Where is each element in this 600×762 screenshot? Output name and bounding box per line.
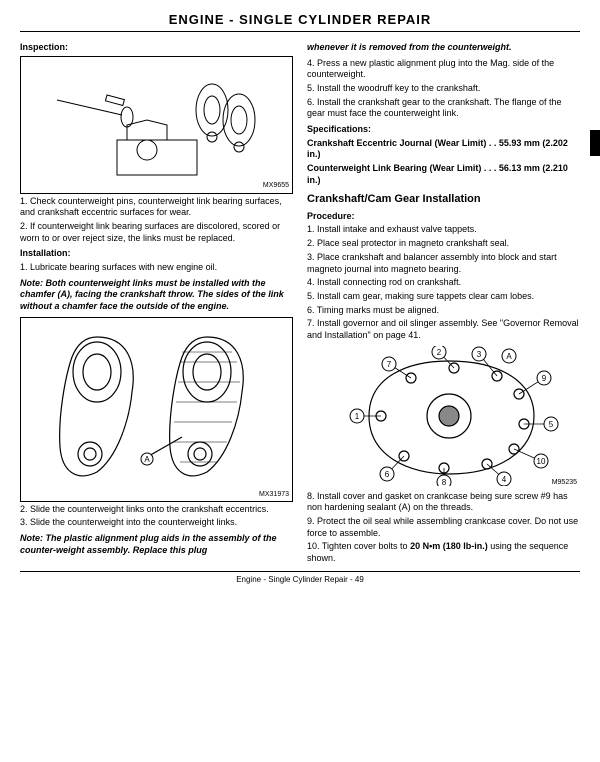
page-title: ENGINE - SINGLE CYLINDER REPAIR <box>20 12 580 29</box>
procedure-step-6: 6. Timing marks must be aligned. <box>307 305 580 317</box>
procedure-heading: Procedure: <box>307 211 580 223</box>
svg-text:A: A <box>144 455 150 464</box>
procedure-step-5: 5. Install cam gear, making sure tappets… <box>307 291 580 303</box>
crankshaft-illustration <box>47 65 267 185</box>
procedure-step-9: 9. Protect the oil seal while assembling… <box>307 516 580 539</box>
svg-text:5: 5 <box>548 420 553 429</box>
install-step-2: 2. Slide the counterweight links onto th… <box>20 504 293 516</box>
svg-text:2: 2 <box>436 348 441 357</box>
right-column: whenever it is removed from the counterw… <box>307 38 580 567</box>
left-column: Inspection: <box>20 38 293 567</box>
figure2-label: MX31973 <box>259 490 289 499</box>
spec-eccentric-journal: Crankshaft Eccentric Journal (Wear Limit… <box>307 138 580 161</box>
svg-text:4: 4 <box>501 475 506 484</box>
figure-bolt-sequence: 1 7 2 3 A 9 5 10 4 8 6 M95235 <box>307 344 580 489</box>
install-note-1: Note: Both counterweight links must be i… <box>20 278 293 313</box>
install-note-2: Note: The plastic alignment plug aids in… <box>20 533 293 556</box>
procedure-step-2: 2. Place seal protector in magneto crank… <box>307 238 580 250</box>
figure-crankshaft-assembly: MX9655 <box>20 56 293 194</box>
svg-text:1: 1 <box>354 412 359 421</box>
rule-top <box>20 31 580 32</box>
bolt-sequence-illustration: 1 7 2 3 A 9 5 10 4 8 6 <box>319 346 569 486</box>
svg-text:6: 6 <box>384 470 389 479</box>
installation-heading: Installation: <box>20 248 293 260</box>
svg-text:7: 7 <box>386 360 391 369</box>
procedure-step-10: 10. Tighten cover bolts to 20 N•m (180 l… <box>307 541 580 564</box>
page-edge-tab <box>590 130 600 156</box>
two-column-layout: Inspection: <box>20 38 580 567</box>
install-step-1: 1. Lubricate bearing surfaces with new e… <box>20 262 293 274</box>
note-continuation: whenever it is removed from the counterw… <box>307 42 580 54</box>
svg-text:10: 10 <box>536 457 545 466</box>
page-footer: Engine - Single Cylinder Repair - 49 <box>20 575 580 585</box>
svg-text:A: A <box>506 352 512 361</box>
procedure-step-4: 4. Install connecting rod on crankshaft. <box>307 277 580 289</box>
svg-text:9: 9 <box>541 374 546 383</box>
procedure-step-7: 7. Install governor and oil slinger asse… <box>307 318 580 341</box>
section-crankshaft-cam-gear: Crankshaft/Cam Gear Installation <box>307 192 580 206</box>
procedure-step-8: 8. Install cover and gasket on crankcase… <box>307 491 580 514</box>
inspection-step-1: 1. Check counterweight pins, counterweig… <box>20 196 293 219</box>
procedure-step-3: 3. Place crankshaft and balancer assembl… <box>307 252 580 275</box>
figure1-label: MX9655 <box>263 181 289 190</box>
install-step-6: 6. Install the crankshaft gear to the cr… <box>307 97 580 120</box>
inspection-step-2: 2. If counterweight link bearing surface… <box>20 221 293 244</box>
procedure-step-1: 1. Install intake and exhaust valve tapp… <box>307 224 580 236</box>
install-step-4: 4. Press a new plastic alignment plug in… <box>307 58 580 81</box>
p10-prefix: 10. Tighten cover bolts to <box>307 541 410 551</box>
inspection-heading: Inspection: <box>20 42 293 54</box>
specifications-heading: Specifications: <box>307 124 580 136</box>
svg-text:3: 3 <box>476 350 481 359</box>
svg-text:8: 8 <box>441 478 446 486</box>
install-step-3: 3. Slide the counterweight into the coun… <box>20 517 293 529</box>
rule-bottom <box>20 571 580 572</box>
figure-counterweight-links: A MX31973 <box>20 317 293 502</box>
links-illustration: A <box>32 322 282 497</box>
figure3-label: M95235 <box>552 478 577 487</box>
spec-link-bearing: Counterweight Link Bearing (Wear Limit) … <box>307 163 580 186</box>
install-step-5: 5. Install the woodruff key to the crank… <box>307 83 580 95</box>
p10-torque: 20 N•m (180 lb-in.) <box>410 541 488 551</box>
